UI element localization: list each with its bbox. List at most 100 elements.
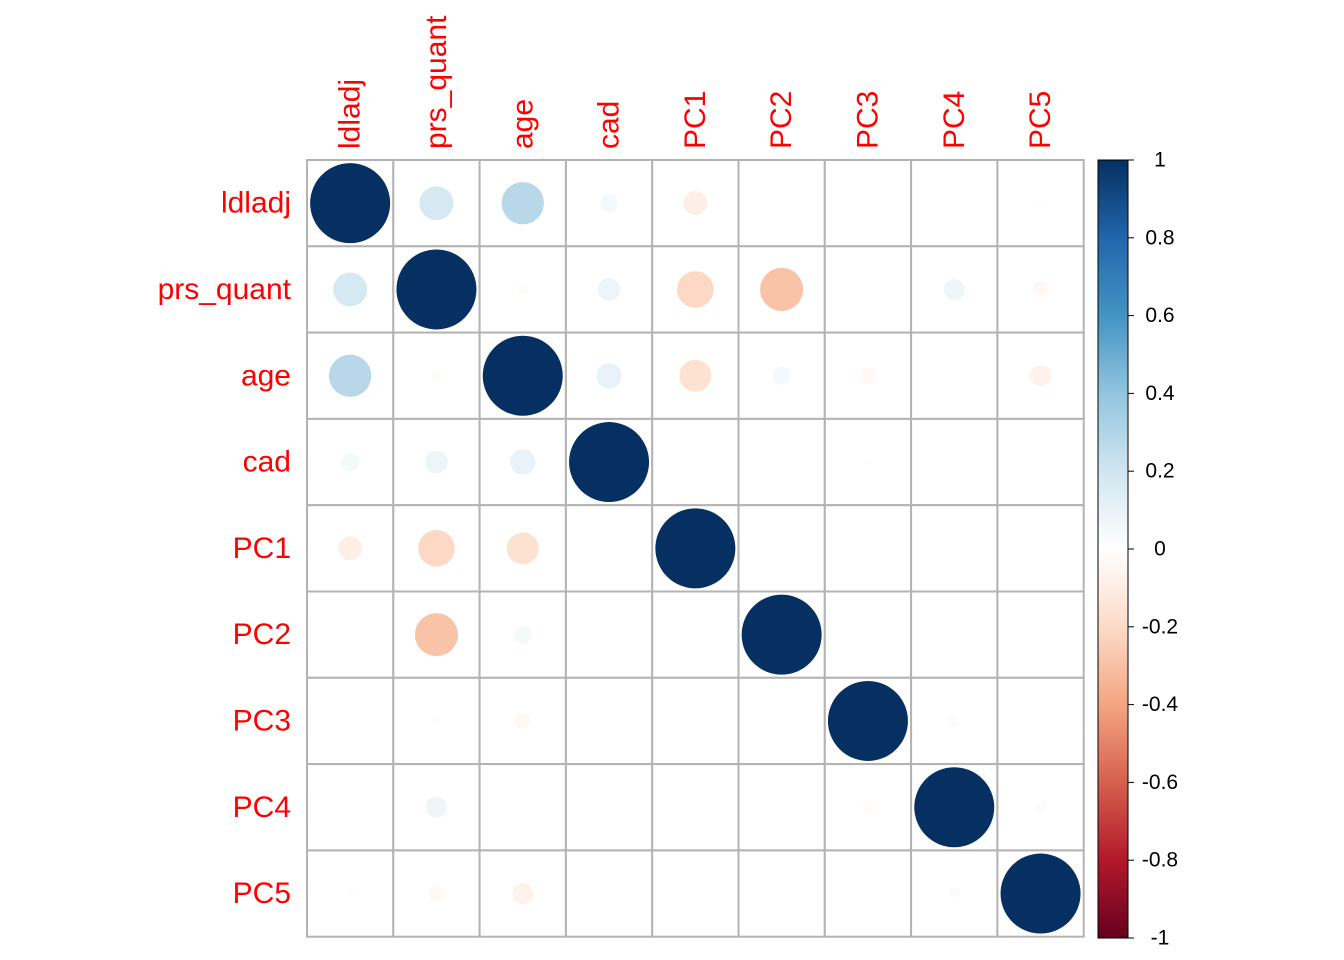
row-label-ldladj: ldladj (221, 187, 291, 220)
corr-circle-age-prs_quant (430, 370, 443, 382)
colorbar: 1 0.8 0.6 0.4 0.2 0 -0.2 -0.4 -0.6 -0.8 -1 (1097, 149, 1179, 950)
cell-ldladj-PC4 (910, 159, 999, 248)
corr-circle-ldladj-PC1 (683, 191, 708, 216)
cell-PC3-PC1 (651, 676, 740, 766)
corr-circle-PC5-prs_quant (428, 885, 445, 902)
colorbar-tick-label: 0 (1154, 538, 1166, 561)
cell-PC5-PC3 (823, 849, 913, 938)
col-label-PC5: PC5 (1024, 91, 1057, 149)
corr-circle-PC2-PC2 (741, 594, 822, 675)
colorbar-tick-label: -0.6 (1142, 771, 1178, 794)
col-label-prs_quant: prs_quant (420, 15, 453, 149)
corr-circle-prs_quant-PC1 (677, 271, 714, 308)
column-labels: ldladj prs_quant age cad PC1 PC2 PC3 PC4 PC5 (334, 15, 1057, 149)
cell-PC4-PC1 (651, 763, 740, 852)
corr-circle-PC5-age (512, 882, 534, 905)
cell-PC2-PC3 (823, 590, 913, 679)
cell-PC1-PC2 (737, 504, 826, 593)
corr-circle-PC1-prs_quant (418, 530, 455, 567)
corr-circle-age-cad (596, 363, 622, 389)
corr-circle-PC5-ldladj (346, 889, 355, 898)
cell-PC4-age (478, 763, 567, 852)
corr-circle-age-ldladj (328, 354, 372, 397)
colorbar-tick-label: 0.4 (1145, 382, 1175, 405)
cell-PC5-PC1 (651, 849, 740, 938)
row-label-prs_quant: prs_quant (158, 273, 292, 306)
corr-circle-PC3-prs_quant (432, 716, 441, 725)
cell-PC1-PC3 (823, 504, 913, 593)
corr-circle-ldladj-ldladj (310, 163, 391, 244)
corr-circle-prs_quant-ldladj (333, 272, 368, 307)
cell-PC5-cad (564, 849, 654, 938)
corr-circle-cad-cad (569, 422, 650, 503)
cell-grid (306, 159, 1085, 938)
row-label-PC3: PC3 (233, 704, 291, 737)
colorbar-tick-label: -0.8 (1142, 849, 1178, 872)
corr-circle-age-PC1 (679, 359, 712, 392)
cell-ldladj-PC2 (737, 159, 826, 248)
colorbar-tick-label: 1 (1154, 149, 1166, 172)
corr-circle-PC1-PC1 (655, 508, 736, 589)
row-label-PC5: PC5 (233, 877, 291, 910)
corr-circle-prs_quant-cad (597, 278, 621, 301)
row-label-age: age (241, 359, 291, 392)
colorbar-gradient (1098, 160, 1128, 938)
corr-circle-PC2-age (513, 625, 532, 644)
row-label-PC4: PC4 (233, 791, 291, 824)
corr-circle-PC1-ldladj (338, 536, 363, 561)
col-label-PC2: PC2 (765, 91, 798, 149)
corr-circle-age-PC2 (772, 366, 791, 385)
cell-cad-PC5 (996, 417, 1085, 507)
corr-circle-PC5-PC4 (948, 887, 960, 900)
corr-circle-prs_quant-age (517, 283, 529, 296)
corr-circle-PC5-PC5 (1000, 853, 1081, 934)
corr-circle-PC2-prs_quant (414, 613, 458, 657)
corr-circle-PC4-PC5 (1034, 801, 1047, 813)
corr-circle-prs_quant-PC2 (760, 267, 804, 311)
correlation-circles (310, 163, 1081, 934)
cell-age-PC4 (910, 331, 999, 420)
corr-circle-cad-prs_quant (425, 450, 448, 474)
corr-circle-cad-ldladj (341, 453, 360, 471)
cell-PC1-age (478, 504, 567, 593)
cell-PC2-PC4 (910, 590, 999, 679)
colorbar-tick-label: 0.2 (1145, 460, 1174, 483)
corr-circle-age-PC3 (859, 367, 876, 384)
colorbar-tick-label: -1 (1151, 927, 1170, 950)
corr-circle-prs_quant-PC4 (943, 278, 965, 301)
cell-PC2-ldladj (306, 590, 395, 679)
corr-circle-PC3-age (514, 712, 531, 729)
corr-circle-prs_quant-prs_quant (396, 249, 477, 330)
cell-prs_quant-PC1 (651, 245, 740, 334)
cell-PC2-PC5 (996, 590, 1085, 679)
corr-circle-PC4-PC4 (914, 767, 995, 848)
cell-PC5-PC2 (737, 849, 826, 938)
colorbar-tick-label: 0.8 (1145, 226, 1174, 249)
col-label-PC4: PC4 (938, 91, 971, 149)
col-label-age: age (506, 99, 539, 149)
cell-prs_quant-PC3 (823, 245, 913, 334)
cell-PC4-PC2 (737, 763, 826, 852)
colorbar-tick-label: -0.4 (1142, 693, 1179, 716)
corr-circle-ldladj-age (501, 181, 544, 225)
corr-circle-PC4-prs_quant (425, 796, 448, 818)
cell-age-cad (564, 331, 654, 420)
row-label-PC1: PC1 (233, 532, 291, 565)
col-label-cad: cad (593, 101, 626, 149)
col-label-PC3: PC3 (851, 91, 884, 149)
cell-ldladj-PC3 (823, 159, 913, 248)
cell-cad-PC2 (737, 417, 826, 507)
corr-circle-ldladj-cad (600, 194, 618, 213)
colorbar-tick-label: 0.6 (1145, 304, 1174, 327)
cell-PC3-PC5 (996, 676, 1085, 766)
row-label-PC2: PC2 (233, 618, 291, 651)
corr-circle-age-age (482, 335, 563, 416)
cell-PC2-cad (564, 590, 654, 679)
corr-circle-prs_quant-PC5 (1032, 281, 1049, 298)
col-label-PC1: PC1 (679, 91, 712, 149)
corr-circle-cad-age (510, 449, 536, 475)
corr-circle-PC4-PC3 (862, 801, 874, 813)
row-label-cad: cad (243, 446, 291, 479)
cell-PC4-ldladj (306, 763, 395, 852)
